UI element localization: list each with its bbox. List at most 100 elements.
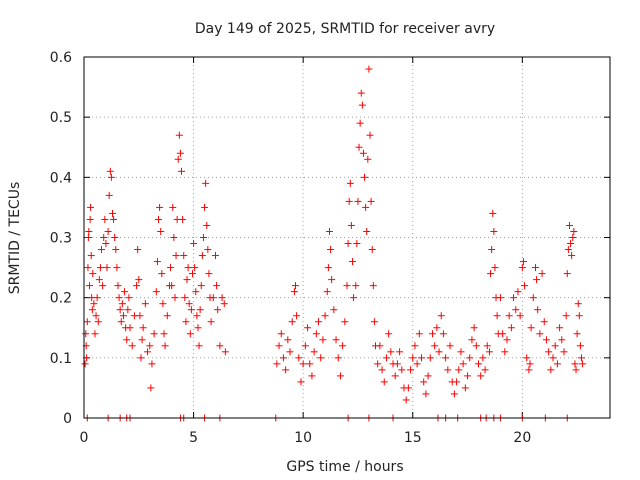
data-point: [424, 372, 432, 380]
data-point: [191, 264, 199, 272]
data-point: [579, 360, 587, 368]
data-point: [369, 282, 377, 290]
data-point: [562, 312, 570, 320]
data-point: [361, 173, 369, 181]
x-tick-label: 10: [294, 430, 312, 446]
data-point: [187, 306, 195, 314]
data-point: [433, 324, 441, 332]
data-point: [218, 294, 226, 302]
data-point: [290, 288, 298, 296]
data-point: [103, 264, 111, 272]
data-point: [85, 227, 93, 235]
data-point: [387, 348, 395, 356]
data-point: [203, 221, 211, 229]
x-tick-label: 0: [80, 430, 89, 446]
data-point: [343, 282, 351, 290]
data-point: [525, 366, 533, 374]
data-point: [376, 342, 384, 350]
data-point: [411, 342, 419, 350]
data-point: [450, 390, 458, 398]
data-point: [85, 282, 93, 290]
data-point: [364, 155, 372, 163]
data-point: [334, 354, 342, 362]
data-point: [92, 312, 100, 320]
data-point: [213, 282, 221, 290]
data-point: [152, 288, 160, 296]
data-point: [396, 348, 404, 356]
data-point: [393, 360, 401, 368]
data-point: [540, 318, 548, 326]
y-tick-label: 0.2: [50, 291, 72, 307]
data-point: [564, 246, 572, 254]
data-point: [204, 246, 212, 254]
data-point: [519, 258, 527, 266]
data-point: [477, 372, 485, 380]
data-point: [116, 306, 124, 314]
data-point: [485, 348, 493, 356]
data-point: [542, 336, 550, 344]
data-point: [286, 348, 294, 356]
data-point: [146, 342, 154, 350]
data-point: [104, 227, 112, 235]
data-point: [527, 324, 535, 332]
data-point: [487, 270, 495, 278]
data-point: [435, 348, 443, 356]
data-point: [357, 89, 365, 97]
data-point: [362, 203, 370, 211]
data-point: [547, 366, 555, 374]
data-point: [171, 294, 179, 302]
data-point: [112, 246, 120, 254]
data-point: [538, 270, 546, 278]
data-point: [118, 300, 126, 308]
data-point: [472, 342, 480, 350]
data-point: [95, 276, 103, 284]
data-point: [197, 282, 205, 290]
data-points: [81, 65, 587, 422]
data-point: [568, 252, 576, 260]
x-tick-label: 5: [189, 430, 198, 446]
data-point: [359, 149, 367, 157]
data-point: [374, 360, 382, 368]
data-point: [202, 179, 210, 187]
data-point: [563, 270, 571, 278]
data-point: [521, 282, 529, 290]
data-point: [196, 306, 204, 314]
data-point: [404, 384, 412, 392]
data-point: [175, 131, 183, 139]
data-point: [91, 330, 99, 338]
data-point: [284, 336, 292, 344]
data-point: [529, 294, 537, 302]
data-point: [183, 276, 191, 284]
data-point: [192, 288, 200, 296]
data-point: [576, 342, 584, 350]
data-point: [310, 348, 318, 356]
data-point: [108, 209, 116, 217]
data-point: [575, 312, 583, 320]
data-point: [391, 372, 399, 380]
data-point: [398, 366, 406, 374]
data-point: [220, 300, 228, 308]
data-point: [181, 294, 189, 302]
plot-frame: [83, 56, 611, 419]
data-point: [570, 227, 578, 235]
data-point: [153, 258, 161, 266]
data-point: [353, 240, 361, 248]
data-point: [363, 227, 371, 235]
data-point: [205, 270, 213, 278]
data-point: [134, 246, 142, 254]
data-point: [168, 282, 176, 290]
data-point: [328, 276, 336, 284]
data-point: [493, 312, 501, 320]
data-point: [565, 221, 573, 229]
data-point: [100, 234, 108, 241]
data-point: [167, 264, 175, 272]
data-point: [93, 294, 101, 302]
data-point: [141, 300, 149, 308]
data-point: [172, 252, 180, 260]
data-point: [319, 336, 327, 344]
data-point: [291, 282, 299, 290]
data-point: [209, 294, 217, 302]
data-point: [185, 300, 193, 308]
data-point: [306, 360, 314, 368]
